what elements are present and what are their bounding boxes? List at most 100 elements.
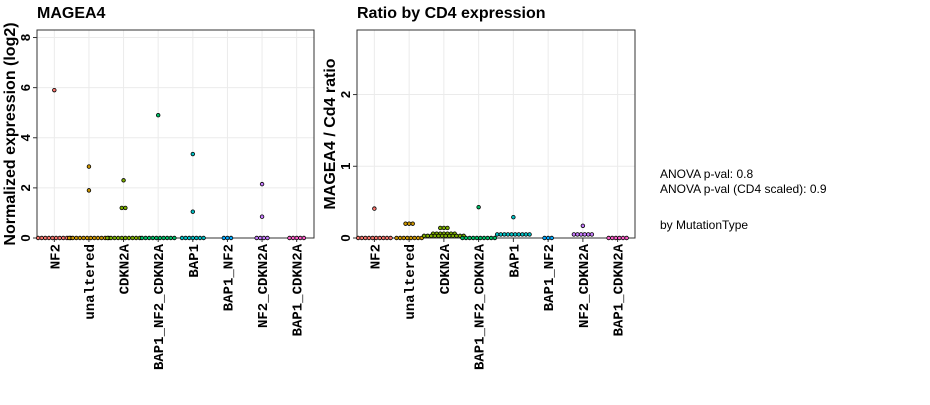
data-point — [301, 235, 307, 241]
data-point — [436, 233, 441, 239]
data-point — [86, 164, 92, 169]
data-point — [61, 235, 66, 241]
data-point — [74, 235, 79, 241]
data-point — [258, 235, 263, 241]
chart-title: Ratio by CD4 expression — [357, 5, 546, 22]
data-point — [447, 233, 452, 239]
data-point — [190, 235, 196, 241]
y-tick-label: 1 — [338, 163, 353, 170]
data-point — [146, 235, 152, 241]
data-point — [384, 235, 390, 241]
data-point — [441, 225, 447, 231]
y-tick-label: 8 — [18, 34, 33, 41]
y-axis-label: Normalized expression (log2) — [2, 22, 19, 245]
data-point — [542, 235, 547, 241]
data-point — [580, 223, 586, 229]
data-point — [502, 232, 507, 237]
data-point — [520, 232, 525, 237]
annotation: ANOVA p-val: 0.8 — [660, 167, 753, 181]
x-tick-label: unaltered — [83, 244, 99, 320]
data-point — [130, 235, 135, 241]
x-tick-label: BAP1_NF2_CDKN2A — [473, 243, 489, 370]
data-point — [179, 235, 185, 241]
data-point — [545, 235, 551, 241]
data-point — [438, 225, 443, 231]
data-point — [108, 235, 114, 241]
data-point — [454, 233, 459, 239]
data-point — [194, 235, 199, 241]
x-tick-label: NF2 — [48, 244, 64, 269]
data-point — [478, 235, 483, 241]
data-point — [408, 235, 414, 241]
data-point — [397, 235, 403, 241]
data-point — [355, 235, 361, 241]
data-point — [373, 235, 379, 241]
data-point — [86, 188, 92, 193]
data-point — [84, 235, 90, 241]
data-point — [294, 235, 299, 241]
data-point — [190, 209, 196, 214]
data-point — [620, 235, 626, 241]
data-point — [610, 235, 615, 241]
x-tick-label: BAP1_CDKN2A — [291, 243, 307, 336]
data-point — [88, 235, 93, 241]
data-point — [586, 232, 591, 237]
data-point — [606, 235, 611, 241]
data-point — [509, 232, 514, 237]
y-tick-label: 2 — [338, 91, 353, 98]
data-point — [460, 235, 465, 241]
data-point — [112, 235, 117, 241]
data-point — [225, 235, 230, 241]
annotation: by MutationType — [660, 218, 748, 232]
data-point — [511, 214, 516, 220]
data-point — [443, 233, 448, 239]
x-tick-label: CDKN2A — [438, 243, 454, 294]
data-point — [388, 235, 393, 241]
x-tick-label: BAP1_CDKN2A — [612, 243, 628, 336]
data-point — [157, 235, 163, 241]
data-point — [401, 235, 406, 241]
data-point — [498, 232, 503, 237]
data-point — [161, 235, 166, 241]
data-point — [261, 235, 267, 241]
data-point — [492, 235, 498, 241]
data-point — [197, 235, 203, 241]
data-point — [432, 233, 438, 239]
x-tick-label: BAP1_NF2 — [221, 244, 237, 311]
data-point — [126, 235, 132, 241]
data-point — [463, 235, 469, 241]
data-point — [164, 235, 170, 241]
y-tick-label: 4 — [18, 133, 33, 141]
data-point — [77, 235, 83, 241]
data-point — [119, 235, 124, 241]
x-tick-label: CDKN2A — [118, 243, 134, 294]
data-point — [410, 221, 415, 226]
data-point — [121, 178, 126, 183]
x-tick-label: NF2_CDKN2A — [577, 243, 593, 328]
y-tick-label: 6 — [18, 84, 33, 91]
data-point — [481, 235, 487, 241]
data-point — [287, 235, 292, 241]
data-point — [43, 235, 48, 241]
y-axis-label: MAGEA4 / Cd4 ratio — [322, 58, 339, 209]
x-tick-label: BAP1_NF2 — [542, 244, 558, 311]
data-point — [228, 235, 234, 241]
data-point — [489, 235, 494, 241]
data-point — [95, 235, 101, 241]
data-point — [57, 235, 62, 241]
data-point — [415, 235, 421, 241]
data-point — [99, 235, 104, 241]
data-point — [406, 221, 412, 226]
data-point — [201, 235, 206, 241]
data-point — [617, 235, 622, 241]
x-tick-label: BAP1 — [187, 244, 203, 278]
data-point — [290, 235, 296, 241]
data-point — [154, 235, 159, 241]
data-point — [52, 87, 57, 93]
data-point — [516, 232, 521, 237]
data-point — [405, 235, 410, 241]
data-point — [150, 235, 155, 241]
data-point — [485, 235, 490, 241]
